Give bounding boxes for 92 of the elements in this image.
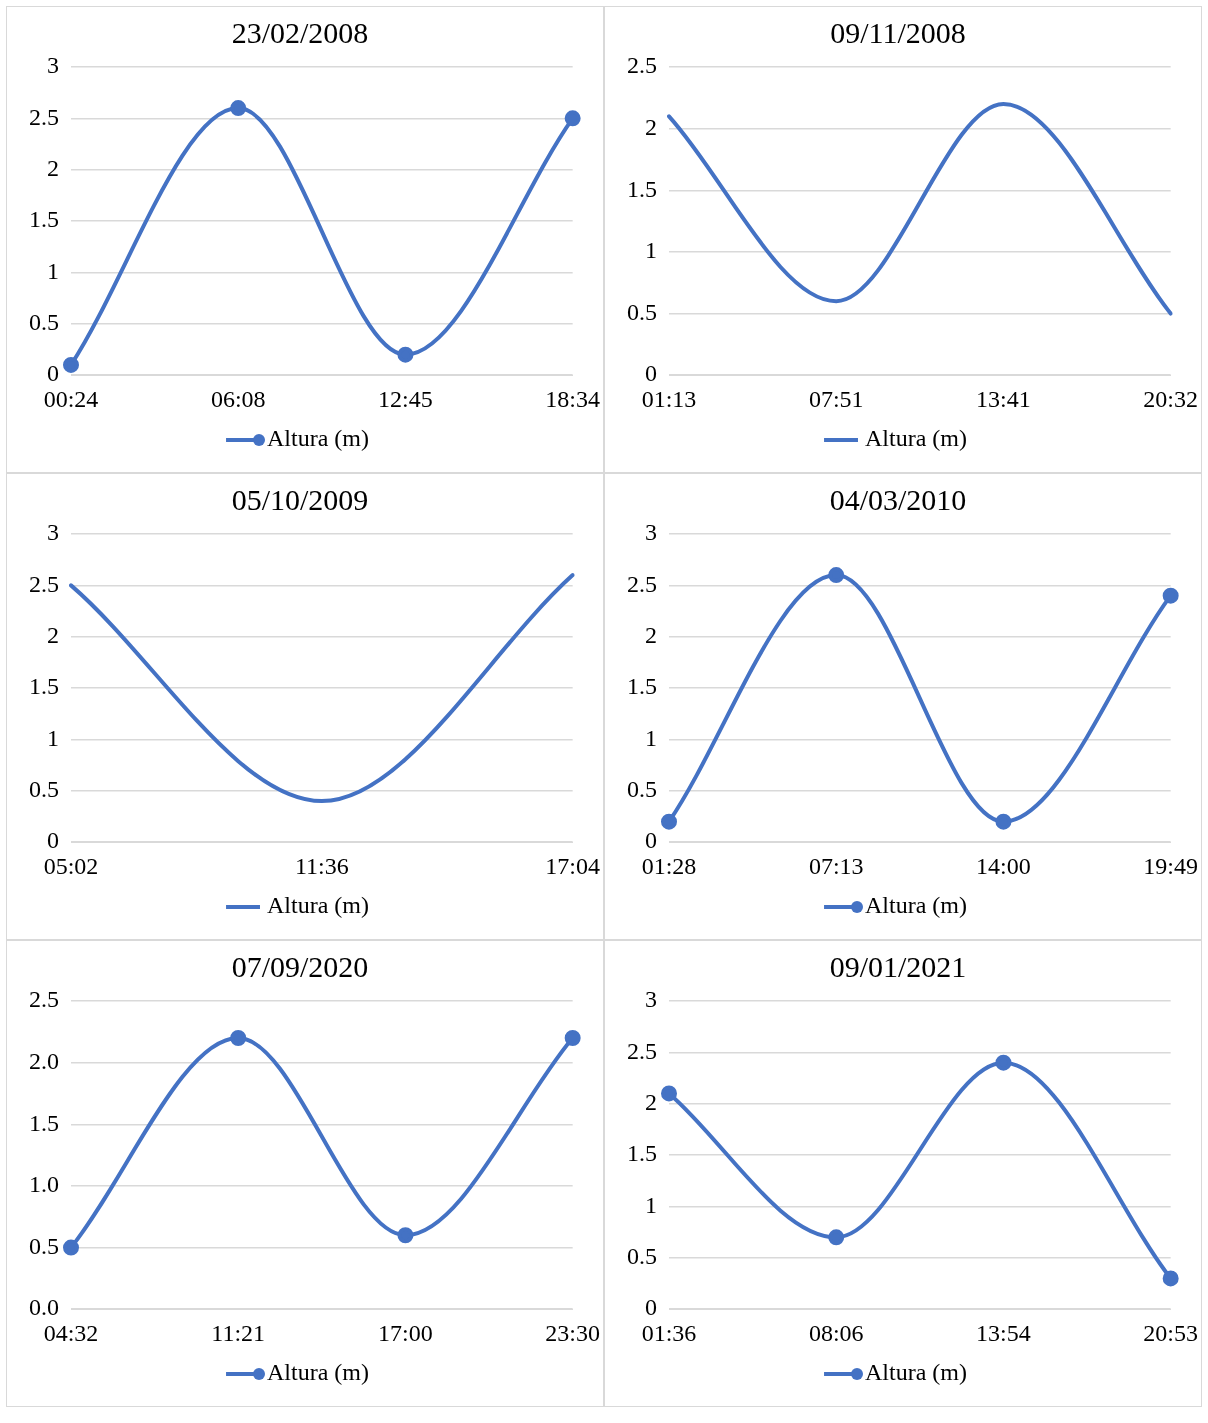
legend-label: Altura (m): [865, 892, 967, 919]
x-tick-label: 01:36: [641, 1319, 697, 1346]
legend-label: Altura (m): [865, 1359, 967, 1386]
point: [397, 1227, 414, 1244]
x-tick-label: 07:51: [808, 385, 864, 412]
y-tick-label: 1: [645, 1191, 657, 1218]
legend-label: Altura (m): [267, 425, 369, 452]
x-tick-label: 17:04: [545, 852, 600, 879]
y-tick-label: 2.0: [29, 1047, 59, 1074]
y-tick-label: 0.0: [29, 1294, 59, 1321]
point: [230, 1029, 247, 1046]
y-tick-label: 3: [645, 519, 657, 546]
y-tick-label: 1.5: [627, 1140, 657, 1167]
x-tick-label: 04:32: [43, 1319, 99, 1346]
y-tick-label: 0: [47, 360, 59, 387]
x-tick-label: 12:45: [378, 385, 433, 412]
x-tick-label: 06:08: [210, 385, 266, 412]
y-tick-label: 2.5: [627, 1037, 657, 1064]
x-tick-label: 07:13: [808, 852, 864, 879]
y-tick-label: 2.5: [29, 986, 59, 1013]
x-tick-label: 17:00: [378, 1319, 433, 1346]
y-tick-label: 0: [645, 827, 657, 854]
y-tick-label: 2: [645, 1089, 657, 1116]
point: [828, 567, 845, 584]
legend-label: Altura (m): [865, 425, 967, 452]
y-tick-label: 1.5: [627, 175, 657, 202]
chart-title: 04/03/2010: [829, 482, 967, 516]
point: [828, 1229, 845, 1246]
x-tick-label: 01:13: [641, 385, 697, 412]
point: [397, 346, 414, 363]
x-tick-label: 08:06: [808, 1319, 864, 1346]
chart-title: 07/09/2020: [231, 949, 369, 983]
y-tick-label: 1.5: [29, 1109, 59, 1136]
y-tick-label: 2: [645, 622, 657, 649]
x-tick-label: 19:49: [1143, 852, 1198, 879]
y-tick-label: 1.5: [29, 673, 59, 700]
y-tick-label: 0.5: [627, 1243, 657, 1270]
y-tick-label: 1: [47, 724, 59, 751]
chart-title: 09/11/2008: [830, 15, 966, 49]
y-tick-label: 1.5: [29, 206, 59, 233]
x-tick-label: 13:41: [976, 385, 1031, 412]
legend-label: Altura (m): [267, 892, 369, 919]
y-tick-label: 0: [645, 360, 657, 387]
line-series: [667, 101, 1173, 316]
x-tick-label: 11:36: [294, 852, 349, 879]
point: [63, 356, 79, 373]
point: [230, 100, 247, 117]
y-tick-label: 2: [47, 622, 59, 649]
y-tick-label: 3: [645, 986, 657, 1013]
y-tick-label: 2.5: [627, 570, 657, 597]
x-tick-label: 11:21: [211, 1319, 266, 1346]
y-tick-label: 0.5: [29, 1232, 59, 1259]
y-tick-label: 2.5: [29, 570, 59, 597]
y-tick-label: 0: [645, 1294, 657, 1321]
y-tick-label: 0.5: [29, 309, 59, 336]
x-tick-label: 14:00: [976, 852, 1031, 879]
y-tick-label: 0: [47, 827, 59, 854]
x-tick-label: 20:53: [1143, 1319, 1198, 1346]
y-tick-label: 2: [645, 113, 657, 140]
x-tick-label: 23:30: [545, 1319, 600, 1346]
point: [661, 1085, 677, 1102]
y-tick-label: 3: [47, 52, 59, 79]
y-tick-label: 1: [645, 237, 657, 264]
x-tick-label: 01:28: [641, 852, 697, 879]
y-tick-label: 2: [47, 155, 59, 182]
chart-title: 05/10/2009: [231, 482, 369, 516]
y-tick-label: 2.5: [627, 52, 657, 79]
y-tick-label: 1: [47, 257, 59, 284]
y-tick-label: 0.5: [29, 776, 59, 803]
point: [995, 1054, 1012, 1071]
point: [63, 1239, 79, 1256]
x-tick-label: 18:34: [545, 385, 600, 412]
point: [1162, 587, 1179, 604]
point: [995, 813, 1012, 830]
chart-title: 23/02/2008: [231, 15, 369, 49]
point: [661, 813, 677, 830]
y-tick-label: 2.5: [29, 103, 59, 130]
x-tick-label: 20:32: [1143, 385, 1198, 412]
y-tick-label: 1.0: [29, 1171, 59, 1198]
x-tick-label: 00:24: [43, 385, 99, 412]
point: [564, 1029, 581, 1046]
legend-label: Altura (m): [267, 1359, 369, 1386]
chart-title: 09/01/2021: [829, 949, 967, 983]
y-tick-label: 0.5: [627, 776, 657, 803]
x-tick-label: 13:54: [976, 1319, 1031, 1346]
x-tick-label: 05:02: [43, 852, 99, 879]
y-tick-label: 3: [47, 519, 59, 546]
y-tick-label: 0.5: [627, 298, 657, 325]
y-tick-label: 1: [645, 724, 657, 751]
point: [1162, 1270, 1179, 1287]
y-tick-label: 1.5: [627, 673, 657, 700]
point: [564, 110, 581, 127]
